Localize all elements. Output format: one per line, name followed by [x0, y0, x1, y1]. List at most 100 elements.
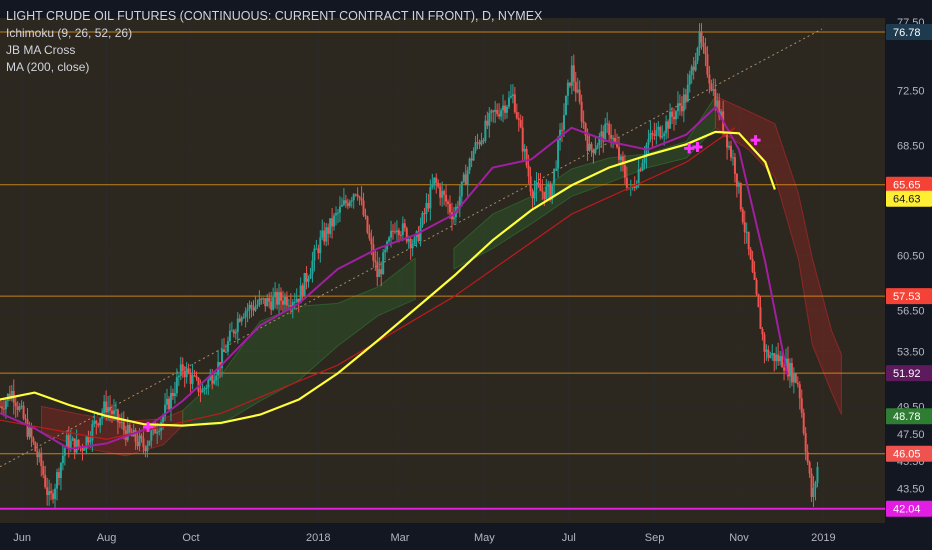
candle-body: [93, 420, 96, 424]
candle-body: [425, 203, 428, 214]
candle-body: [755, 280, 758, 295]
plot-area: [0, 18, 885, 523]
price-label-text: 51.92: [893, 368, 921, 380]
candle-body: [513, 94, 516, 113]
candle-body: [36, 451, 39, 458]
candle-body: [234, 331, 237, 334]
candle-body: [274, 291, 277, 298]
price-label-bg: [886, 176, 932, 193]
candle-body: [545, 186, 548, 199]
candle-body: [625, 177, 628, 188]
candle-body: [796, 382, 799, 385]
candle-body: [16, 406, 19, 411]
candle-body: [525, 148, 528, 166]
candle-body: [401, 223, 404, 236]
candle-body: [639, 169, 642, 171]
candle-body: [364, 215, 367, 217]
candle-body: [423, 213, 426, 215]
candle-body: [653, 134, 656, 136]
candle-body: [254, 306, 257, 311]
candle-body: [667, 121, 670, 129]
candle-body: [411, 244, 414, 249]
candle-body: [637, 169, 640, 185]
candle-body: [103, 401, 106, 413]
candle-body: [289, 305, 292, 307]
candle-body: [122, 422, 125, 431]
candle-body: [348, 201, 351, 207]
candle-body: [278, 292, 281, 305]
price-label-text: 46.05: [893, 449, 921, 461]
candle-body: [291, 301, 294, 307]
candle-body: [779, 356, 782, 362]
candle-body: [99, 418, 102, 426]
candle-body: [390, 230, 393, 238]
candle-body: [81, 447, 84, 451]
candle-body: [185, 368, 188, 378]
time-axis[interactable]: [0, 523, 885, 550]
candle-body: [669, 111, 672, 129]
candle-body: [808, 462, 811, 474]
candle-body: [40, 452, 43, 467]
candle-body: [268, 297, 271, 302]
candle-body: [73, 438, 76, 453]
candle-body: [392, 230, 395, 232]
candle-body: [584, 123, 587, 136]
price-label-text: 76.78: [893, 27, 921, 39]
candle-body: [555, 168, 558, 170]
candle-body: [246, 309, 249, 312]
candle-body: [270, 301, 273, 310]
candle-body: [166, 398, 169, 405]
candle-body: [238, 318, 241, 322]
candle-body: [409, 238, 412, 249]
candle-body: [154, 424, 157, 434]
candle-body: [517, 118, 520, 120]
candle-body: [211, 374, 214, 384]
candle-body: [368, 232, 371, 239]
candle-body: [146, 445, 149, 452]
y-tick-label: 53.50: [897, 346, 925, 358]
candle-body: [439, 186, 442, 198]
candle-body: [464, 174, 467, 185]
candle-body: [75, 439, 78, 453]
candle-body: [447, 201, 450, 205]
candle-body: [692, 66, 695, 71]
candle-body: [574, 81, 577, 93]
price-label-bg: [886, 445, 932, 462]
candle-body: [91, 423, 94, 441]
candle-body: [635, 184, 638, 188]
candle-body: [726, 134, 729, 148]
candle-body: [313, 248, 316, 261]
candle-body: [350, 200, 353, 202]
candle-body: [213, 380, 216, 384]
candle-body: [189, 373, 192, 384]
candle-body: [207, 379, 210, 388]
candle-body: [283, 296, 286, 305]
candle-body: [114, 409, 117, 411]
candle-body: [258, 298, 261, 305]
candle-body: [814, 482, 817, 489]
candle-body: [301, 285, 304, 296]
x-tick-label: 2019: [811, 532, 835, 544]
candle-body: [806, 451, 809, 463]
candle-body: [761, 328, 764, 335]
candle-body: [378, 269, 381, 278]
candle-body: [24, 418, 27, 420]
candle-body: [63, 448, 66, 456]
candle-body: [388, 237, 391, 242]
candle-body: [781, 356, 784, 368]
candle-body: [704, 46, 707, 55]
candle-body: [519, 119, 522, 128]
candle-body: [665, 121, 668, 134]
candle-body: [472, 150, 475, 161]
candle-body: [680, 105, 683, 112]
candle-body: [490, 110, 493, 113]
candle-body: [71, 438, 74, 441]
candle-body: [55, 472, 58, 489]
candle-body: [702, 42, 705, 47]
candle-body: [419, 225, 422, 242]
candle-body: [44, 474, 47, 488]
candle-body: [478, 142, 481, 145]
candle-body: [441, 191, 444, 198]
candle-body: [549, 183, 552, 200]
